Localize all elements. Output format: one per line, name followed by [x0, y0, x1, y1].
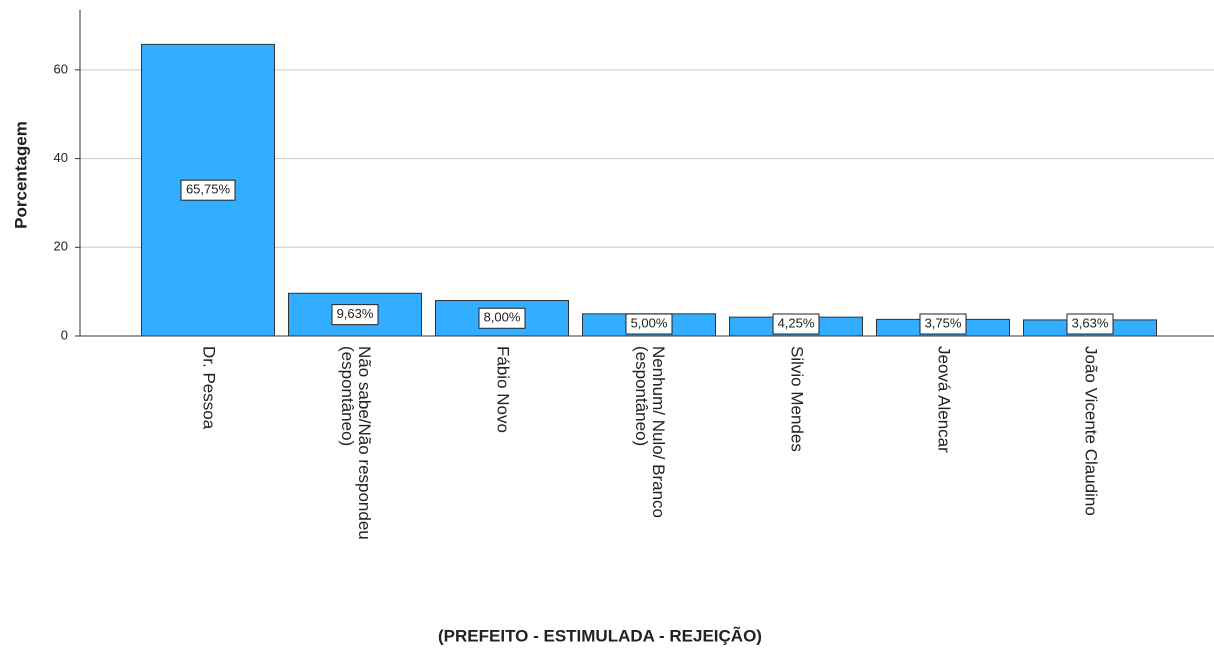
value-label-box	[478, 307, 526, 329]
value-label: 65,75%	[186, 182, 231, 197]
value-label: 5,00%	[631, 315, 668, 330]
x-tick-label: Não sabe/Não respondeu	[355, 346, 374, 540]
x-tick-label: Fábio Novo	[494, 346, 513, 433]
x-tick-label: (espontâneo)	[632, 346, 651, 446]
y-tick-label: 60	[54, 61, 68, 76]
value-label: 8,00%	[484, 310, 521, 325]
x-tick-label: Silvio Mendes	[788, 346, 807, 452]
value-label: 4,25%	[778, 315, 815, 330]
value-label-box	[625, 313, 673, 335]
x-tick-label: Jeová Alencar	[935, 346, 954, 453]
value-label: 3,75%	[925, 315, 962, 330]
y-tick-label: 20	[54, 239, 68, 254]
value-label-box	[919, 313, 967, 335]
x-axis-title: (PREFEITO - ESTIMULADA - REJEIÇÃO)	[438, 625, 762, 645]
value-label-box	[1066, 313, 1114, 335]
value-label-box	[180, 179, 236, 201]
x-tick-label: Nenhum/ Nulo/ Branco	[649, 346, 668, 518]
x-tick-label: Dr. Pessoa	[200, 346, 219, 430]
y-axis-title: Porcentagem	[11, 121, 30, 229]
value-label-box	[772, 313, 820, 335]
value-label: 3,63%	[1072, 315, 1109, 330]
value-label-box	[331, 304, 379, 326]
value-label: 9,63%	[337, 306, 374, 321]
x-tick-label: João Vicente Claudino	[1082, 346, 1101, 516]
y-tick-label: 0	[61, 327, 68, 342]
bar	[141, 43, 275, 337]
y-tick-label: 40	[54, 150, 68, 165]
x-tick-label: (espontâneo)	[338, 346, 357, 446]
